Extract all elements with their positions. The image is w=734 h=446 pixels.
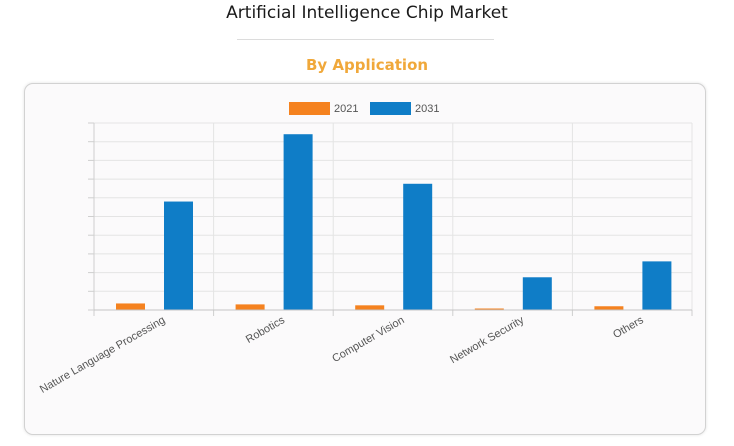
chart-subtitle: By Application — [305, 56, 429, 74]
bar-2031 — [522, 277, 552, 310]
legend-label: 2021 — [334, 103, 358, 115]
category-label: Nature Language Processing — [38, 314, 167, 396]
page-title: Artificial Intelligence Chip Market — [226, 3, 508, 23]
bar-2021 — [235, 304, 265, 310]
bar-2031 — [403, 183, 433, 310]
bar-2021 — [116, 303, 145, 310]
bar-2031 — [642, 261, 672, 310]
bar-2021 — [594, 306, 624, 310]
legend-swatch — [370, 102, 411, 115]
category-label: Network Security — [448, 314, 526, 366]
legend-label: 2031 — [415, 103, 439, 115]
title-divider — [237, 39, 494, 40]
bar-2031 — [164, 201, 193, 310]
legend: 2021 2031 — [289, 102, 439, 115]
bars — [116, 134, 672, 310]
axes — [88, 122, 693, 316]
legend-swatch — [289, 102, 330, 115]
bar-2031 — [283, 134, 313, 310]
category-labels: Nature Language Processing Robotics Comput… — [38, 314, 646, 396]
category-label: Robotics — [244, 314, 287, 346]
category-label: Computer Vision — [330, 314, 406, 365]
bar-2021 — [474, 308, 504, 310]
grid-lines — [93, 122, 693, 311]
category-label: Others — [611, 314, 646, 341]
bar-2021 — [355, 305, 385, 310]
